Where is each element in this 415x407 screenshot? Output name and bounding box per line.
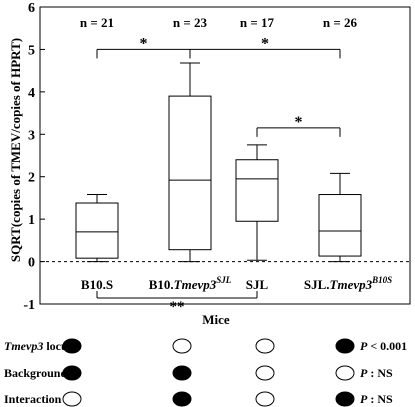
plot-area: -1 0 1 2 3 4 5 6 n = 21 B10.S n = 23 B10.Tmevp3SJL n… <box>23 1 411 315</box>
n-label: n = 17 <box>240 15 275 30</box>
factor-dot-filled <box>62 365 82 381</box>
y-tick-label: 4 <box>28 86 35 101</box>
factor-table: Tmevp3 locus P < 0.001 Background P : NS Int… <box>4 338 407 407</box>
factor-row-label: Tmevp3 locus <box>4 339 73 353</box>
factor-dot-open <box>172 338 192 354</box>
factor-dot-open <box>255 365 275 381</box>
y-tick-label: 0 <box>28 256 35 271</box>
x-axis-label: Mice <box>202 312 230 327</box>
n-label: n = 23 <box>173 15 208 30</box>
category-label: SJL.Tmevp3B10S <box>304 275 392 292</box>
box-0 <box>75 202 119 259</box>
category-label: B10.S <box>81 277 113 292</box>
sig-star: * <box>261 35 269 52</box>
y-tick-label: 2 <box>28 171 35 186</box>
factor-dot-filled <box>335 391 355 407</box>
factor-dot-filled <box>62 338 82 354</box>
y-tick-label: 6 <box>28 1 35 16</box>
factor-dot-filled <box>172 391 192 407</box>
plot-frame <box>39 6 411 305</box>
p-value-label: P : NS <box>360 392 393 406</box>
sig-star: * <box>140 35 148 52</box>
sig-star: ** <box>170 299 185 315</box>
p-value-label: P : NS <box>360 366 393 380</box>
factor-dot-open <box>335 365 355 381</box>
y-tick-label: 5 <box>28 43 35 58</box>
category-label: B10.Tmevp3SJL <box>149 275 232 292</box>
y-tick-label: 3 <box>28 128 35 143</box>
box-2 <box>235 159 279 222</box>
sig-star: * <box>295 114 303 131</box>
y-tick-label: 1 <box>28 213 35 228</box>
factor-dot-filled <box>172 365 192 381</box>
n-label: n = 21 <box>80 15 114 30</box>
factor-dot-open <box>255 391 275 407</box>
factor-dot-open <box>255 338 275 354</box>
box-3 <box>318 194 362 257</box>
factor-dot-filled <box>335 338 355 354</box>
y-tick-label: -1 <box>23 298 35 313</box>
factor-row-label: Background <box>4 366 67 380</box>
factor-dot-open <box>62 391 82 407</box>
box-1 <box>168 95 212 251</box>
n-label: n = 26 <box>323 15 358 30</box>
category-label: SJL <box>246 277 269 292</box>
p-value-label: P < 0.001 <box>360 339 407 353</box>
y-axis-label: SQRT(copies of TMEV/copies of HPRT) <box>8 38 23 262</box>
factor-row-label: Interaction <box>4 392 62 406</box>
